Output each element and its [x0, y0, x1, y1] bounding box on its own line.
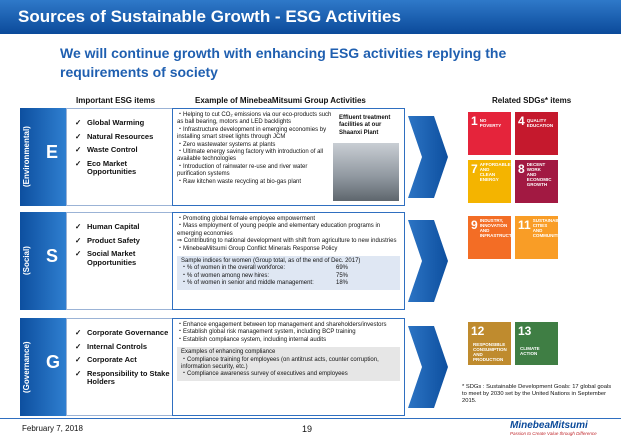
sdg-number: 4 [518, 114, 525, 128]
section-letter: E [46, 142, 59, 162]
esg-item: Eco Market Opportunities [75, 159, 170, 177]
sample-row: ・% of women in the overall workforce: 69% [181, 265, 396, 272]
sdg-label: SUSTAINABLE CITIES AND COMMUNITIES [532, 218, 565, 238]
activity: ⇒ Contributing to national development w… [177, 238, 397, 245]
activity: ・Zero wastewater systems at plants [177, 141, 276, 148]
esg-item: Corporate Act [75, 355, 170, 365]
sdg-label: INDUSTRY, INNOVATION AND INFRASTRUCTURE [479, 218, 522, 238]
sdg-number: 1 [471, 114, 478, 128]
footnote: * SDGs : Sustainable Development Goals: … [462, 384, 612, 404]
logo: MinebeaMitsumi [510, 420, 588, 431]
activity: ・MinebeaMitsumi Group Conflict Minerals … [177, 245, 338, 252]
sdg-number: 12 [471, 324, 485, 338]
sdg-label: NO POVERTY [479, 118, 502, 128]
sdg-icon: 8 DECENT WORK AND ECONOMIC GROWTH [515, 160, 558, 203]
esg-item: Human Capital [75, 222, 170, 232]
compliance-title: Examples of enhancing compliance [181, 349, 276, 356]
section-badge: (Social) S [20, 212, 66, 310]
sample-value: 18% [336, 280, 349, 287]
esg-items: Corporate Governance Internal Controls Cor… [66, 318, 172, 416]
footer-date: February 7, 2018 [22, 424, 83, 433]
tagline: Passion to Create Value through Differen… [510, 431, 597, 436]
esg-item: Corporate Governance [75, 328, 170, 338]
sdg-icon: 9 INDUSTRY, INNOVATION AND INFRASTRUCTURE [468, 216, 522, 259]
esg-item: Social Market Opportunities [75, 249, 170, 267]
esg-item: Natural Resources [75, 132, 170, 142]
section-letter: S [46, 246, 59, 266]
activities-box: ・Promoting global female employee empowe… [172, 212, 405, 310]
section-badge: (Environmental) E [20, 108, 66, 206]
slide-title: Sources of Sustainable Growth - ESG Acti… [0, 0, 621, 34]
arrow [408, 116, 448, 198]
sdg-number: 13 [518, 324, 532, 338]
esg-item: Product Safety [75, 236, 170, 246]
activity: ・Promoting global female employee empowe… [177, 216, 316, 222]
column-header: Important ESG items [76, 96, 156, 105]
sdg-label: RESPONSIBLE CONSUMPTION AND PRODUCTION [473, 342, 507, 362]
compliance-line: ・Compliance awareness survey of executiv… [181, 371, 348, 378]
sample-row: ・% of women among new hires: 75% [181, 273, 396, 280]
page-number: 19 [302, 424, 313, 434]
column-header: Example of MinebeaMitsumi Group Activiti… [195, 96, 366, 105]
sample-row: ・% of women in senior and middle managem… [181, 280, 396, 287]
activity: ・Establish global risk management system… [177, 329, 356, 336]
esg-items: Global Warming Natural Resources Waste Con… [66, 108, 172, 206]
activity: ・Mass employment of young people and ele… [177, 223, 381, 237]
sdg-label: AFFORDABLE AND CLEAN ENERGY [479, 162, 511, 182]
sdg-icon: 12 RESPONSIBLE CONSUMPTION AND PRODUCTION [468, 322, 511, 365]
section-badge: (Governance) G [20, 318, 66, 416]
sample-value: 75% [336, 272, 349, 279]
activities-list: ・Helping to cut CO₂ emissions via our ec… [177, 112, 332, 186]
activity: ・Introduction of rainwater re-use and ri… [177, 163, 308, 178]
esg-item: Responsibility to Stake Holders [75, 369, 170, 387]
sdg-label: QUALITY EDUCATION [526, 118, 554, 128]
sdg-label: CLIMATE ACTION [520, 346, 540, 356]
activities-box: ・Helping to cut CO₂ emissions via our ec… [172, 108, 405, 206]
sdg-number: 11 [518, 218, 531, 232]
sdg-number: 9 [471, 218, 478, 232]
esg-item: Waste Control [75, 145, 170, 155]
sample-title: Sample indices for women (Group total, a… [181, 258, 361, 265]
esg-items: Human Capital Product Safety Social Market… [66, 212, 172, 310]
sdg-label: DECENT WORK AND ECONOMIC GROWTH [526, 162, 552, 187]
activity: ・Infrastructure development in emerging … [177, 126, 327, 141]
section-label: (Governance) [22, 341, 31, 393]
sdg-icon: 7 AFFORDABLE AND CLEAN ENERGY [468, 160, 511, 203]
activity: ・Enhance engagement between top manageme… [177, 322, 387, 328]
sdg-icon: 1 NO POVERTY [468, 112, 511, 155]
sample-label: ・% of women among new hires: [181, 272, 270, 279]
section-label: (Social) [22, 246, 31, 276]
activities-list: ・Promoting global female employee empowe… [177, 216, 400, 253]
section-label: (Environmental) [22, 126, 31, 188]
sample-label: ・% of women in senior and middle managem… [181, 280, 314, 287]
sdg-icon: 13 CLIMATE ACTION [515, 322, 558, 365]
compliance-line: ・Compliance training for employees (on a… [181, 356, 379, 371]
compliance-box: Examples of enhancing compliance ・Complia… [177, 347, 400, 381]
sample-label: ・% of women in the overall workforce: [181, 265, 286, 272]
photo-caption: Effluent treatment facilities at our Sha… [339, 115, 391, 136]
esg-item: Internal Controls [75, 342, 170, 352]
arrow [408, 220, 448, 302]
esg-item: Global Warming [75, 118, 170, 128]
sdg-icon: 4 QUALITY EDUCATION [515, 112, 558, 155]
activity: ・Raw kitchen waste recycling at bio-gas … [177, 178, 302, 185]
photo [333, 143, 399, 201]
column-header: Related SDGs* items [492, 96, 572, 105]
arrow [408, 326, 448, 408]
activity: ・Ultimate energy saving factory with int… [177, 149, 324, 163]
sdg-icon: 11 SUSTAINABLE CITIES AND COMMUNITIES [515, 216, 565, 259]
sdg-number: 8 [518, 162, 525, 176]
activities-box: ・Enhance engagement between top manageme… [172, 318, 405, 416]
section-letter: G [46, 352, 61, 372]
subtitle: We will continue growth with enhancing E… [60, 45, 507, 80]
sample-box: Sample indices for women (Group total, a… [177, 256, 400, 290]
activity: ・Establish compliance system, including … [177, 336, 327, 343]
footer-rule [0, 418, 621, 419]
activity: ・Helping to cut CO₂ emissions via our ec… [177, 112, 332, 126]
sample-value: 69% [336, 265, 349, 272]
sdg-number: 7 [471, 162, 478, 176]
activities-list: ・Enhance engagement between top manageme… [177, 322, 400, 344]
